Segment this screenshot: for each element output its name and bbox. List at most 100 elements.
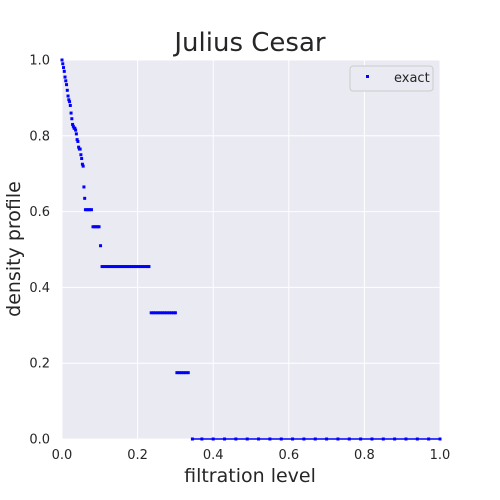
data-point — [151, 311, 155, 315]
data-point — [116, 265, 120, 269]
x-tick-label: 0.8 — [354, 448, 375, 463]
legend-box — [349, 65, 434, 92]
data-point — [291, 437, 295, 441]
data-point — [100, 265, 104, 269]
data-point — [65, 83, 69, 87]
data-point — [74, 128, 78, 132]
data-point — [370, 437, 374, 441]
data-point — [67, 98, 71, 102]
series-exact-points — [60, 58, 442, 441]
data-point — [83, 196, 87, 200]
data-point — [63, 75, 67, 79]
data-point — [279, 437, 283, 441]
data-point — [211, 437, 215, 441]
data-point — [93, 225, 97, 229]
legend-label: exact — [394, 71, 430, 86]
data-point — [60, 58, 64, 62]
data-point — [66, 94, 70, 98]
data-point — [190, 437, 194, 441]
data-point — [147, 265, 151, 269]
data-point — [74, 132, 78, 136]
data-point — [86, 208, 90, 212]
data-point — [245, 437, 249, 441]
data-point — [149, 311, 153, 315]
y-tick-label: 1.0 — [29, 54, 50, 69]
data-point — [125, 265, 129, 269]
legend-marker-icon — [366, 75, 369, 78]
data-point — [184, 371, 188, 375]
data-point — [71, 124, 75, 128]
data-point — [68, 103, 72, 107]
data-point — [234, 437, 238, 441]
data-point — [70, 117, 74, 121]
x-axis-ticks: 0.0 0.2 0.4 0.6 0.8 1.0 — [52, 448, 451, 463]
data-point — [359, 437, 363, 441]
y-axis-ticks: 0.0 0.2 0.4 0.6 0.8 1.0 — [29, 54, 50, 448]
data-point — [62, 69, 66, 73]
data-point — [80, 162, 84, 166]
data-point — [141, 265, 145, 269]
y-tick-label: 0.2 — [29, 357, 50, 372]
data-point — [114, 265, 118, 269]
data-point — [427, 437, 431, 441]
y-tick-label: 0.8 — [29, 129, 50, 144]
data-point — [313, 437, 317, 441]
data-point — [257, 437, 261, 441]
data-point — [156, 311, 160, 315]
data-point — [161, 311, 165, 315]
data-point — [123, 265, 127, 269]
data-point — [165, 311, 169, 315]
data-point — [302, 437, 306, 441]
data-point — [105, 265, 109, 269]
chart-title: Julius Cesar — [172, 28, 326, 58]
data-point — [62, 66, 66, 70]
data-point — [167, 311, 171, 315]
data-point — [145, 265, 149, 269]
data-point — [69, 111, 73, 115]
data-point — [120, 265, 124, 269]
data-point — [438, 437, 442, 441]
data-point — [130, 265, 134, 269]
data-point — [82, 185, 86, 189]
data-point — [73, 126, 77, 130]
x-tick-label: 0.0 — [52, 448, 73, 463]
data-point — [99, 244, 103, 248]
data-point — [170, 311, 174, 315]
data-point — [68, 100, 72, 104]
data-point — [347, 437, 351, 441]
data-point — [107, 265, 111, 269]
y-tick-label: 0.4 — [29, 281, 50, 296]
data-point — [89, 208, 93, 212]
data-point — [102, 265, 106, 269]
data-point — [172, 311, 176, 315]
data-point — [81, 164, 85, 168]
data-point — [79, 153, 83, 157]
data-point — [200, 437, 204, 441]
data-point — [78, 147, 82, 151]
data-point — [64, 79, 68, 83]
data-point — [134, 265, 138, 269]
data-point — [111, 265, 115, 269]
data-point — [109, 265, 113, 269]
x-tick-label: 0.4 — [203, 448, 224, 463]
data-point — [127, 265, 131, 269]
data-point — [83, 208, 87, 212]
data-point — [186, 371, 190, 375]
data-point — [132, 265, 136, 269]
plot-area — [62, 60, 440, 439]
x-tick-label: 0.6 — [278, 448, 299, 463]
data-point — [143, 265, 147, 269]
data-point — [97, 225, 101, 229]
data-point — [325, 437, 329, 441]
data-point — [96, 225, 100, 229]
data-point — [65, 88, 69, 92]
data-point — [158, 311, 162, 315]
data-point — [154, 311, 158, 315]
data-point — [94, 225, 98, 229]
data-point — [61, 62, 65, 66]
data-point — [175, 371, 179, 375]
data-point — [404, 437, 408, 441]
data-point — [182, 371, 186, 375]
grid — [61, 59, 441, 440]
